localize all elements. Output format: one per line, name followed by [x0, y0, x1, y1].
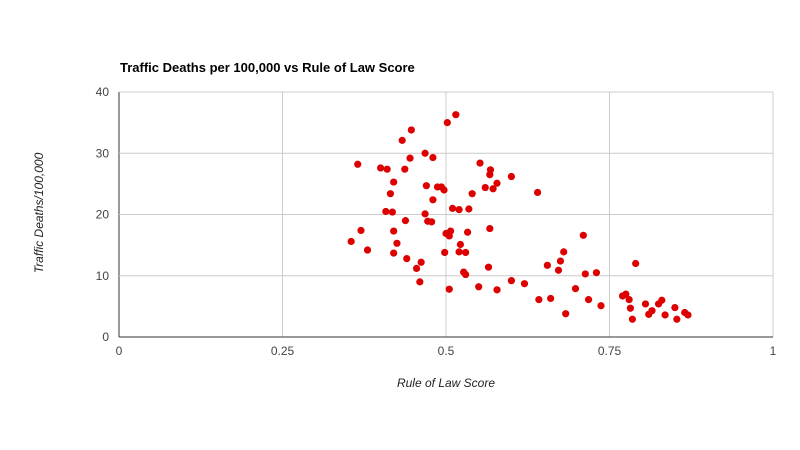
y-axis-label: Traffic Deaths/100,000	[32, 152, 46, 273]
data-point	[452, 111, 460, 119]
data-point	[597, 302, 605, 310]
data-point	[673, 315, 681, 323]
data-point	[484, 263, 493, 271]
data-point	[463, 228, 472, 236]
data-point	[520, 280, 529, 288]
y-tick-label: 30	[96, 146, 110, 160]
data-point	[489, 185, 497, 193]
data-point	[493, 179, 501, 187]
data-point	[465, 205, 473, 213]
x-tick-label: 1	[770, 344, 777, 358]
data-point	[507, 172, 515, 181]
grid-lines	[118, 91, 774, 338]
data-point	[386, 190, 395, 198]
data-points	[347, 111, 692, 323]
data-point	[658, 296, 666, 304]
data-point	[462, 270, 470, 279]
data-point	[417, 258, 425, 266]
data-point	[476, 159, 484, 167]
data-point	[648, 307, 656, 315]
data-point	[443, 119, 451, 127]
data-point	[440, 186, 448, 194]
data-point	[421, 149, 429, 157]
data-point	[347, 237, 355, 246]
chart-title: Traffic Deaths per 100,000 vs Rule of La…	[120, 60, 415, 75]
data-point	[626, 304, 635, 312]
data-point	[486, 224, 494, 233]
data-point	[403, 255, 411, 263]
data-point	[481, 183, 489, 192]
data-point	[357, 226, 365, 235]
data-point	[533, 188, 542, 197]
data-point	[560, 248, 568, 256]
x-axis-label: Rule of Law Score	[397, 376, 495, 390]
data-point	[429, 196, 437, 204]
data-point	[446, 227, 455, 235]
x-tick-label: 0.5	[438, 344, 455, 358]
y-tick-label: 0	[102, 330, 109, 344]
data-point	[412, 264, 421, 272]
x-tick-label: 0.75	[598, 344, 622, 358]
data-point	[562, 310, 570, 318]
data-point	[628, 315, 636, 323]
data-point	[661, 311, 669, 319]
data-point	[377, 164, 385, 172]
data-point	[625, 296, 633, 304]
data-point	[398, 136, 406, 144]
y-tick-label: 10	[96, 269, 110, 283]
x-tick-label: 0	[116, 344, 123, 358]
data-point	[390, 227, 398, 235]
data-point	[579, 231, 587, 239]
data-point	[486, 166, 495, 174]
y-tick-label: 20	[96, 208, 110, 222]
data-point	[622, 290, 630, 298]
data-point	[407, 126, 415, 134]
data-point	[475, 283, 483, 291]
data-point	[556, 257, 565, 265]
y-tick-label: 40	[96, 85, 110, 99]
data-point	[393, 239, 401, 247]
data-point	[684, 311, 692, 319]
data-point	[421, 210, 429, 218]
data-point	[406, 154, 414, 162]
data-point	[429, 153, 437, 162]
data-point	[543, 261, 551, 269]
data-point	[445, 285, 453, 293]
x-tick-label: 0.25	[271, 344, 295, 358]
data-point	[632, 259, 640, 268]
data-point	[581, 270, 589, 278]
data-point	[592, 269, 601, 277]
data-point	[388, 208, 396, 216]
data-point	[462, 248, 470, 257]
data-point	[416, 278, 424, 286]
data-point	[456, 240, 464, 249]
data-point	[455, 206, 463, 214]
data-point	[401, 217, 410, 225]
data-point	[641, 300, 650, 308]
data-point	[428, 218, 436, 226]
data-point	[354, 160, 362, 168]
data-point	[584, 296, 593, 304]
data-point	[554, 266, 563, 274]
data-point	[493, 286, 501, 294]
data-point	[535, 296, 543, 304]
data-point	[448, 204, 457, 212]
data-point	[571, 285, 580, 293]
data-point	[363, 246, 372, 254]
data-point	[401, 165, 409, 173]
data-point	[468, 190, 476, 198]
data-point	[422, 182, 430, 190]
data-point	[390, 178, 398, 186]
data-point	[671, 304, 679, 312]
data-point	[382, 207, 390, 216]
data-point	[441, 248, 449, 257]
data-point	[455, 248, 463, 256]
data-point	[390, 249, 398, 257]
data-point	[547, 294, 555, 303]
data-point	[383, 165, 391, 173]
data-point	[507, 277, 515, 285]
